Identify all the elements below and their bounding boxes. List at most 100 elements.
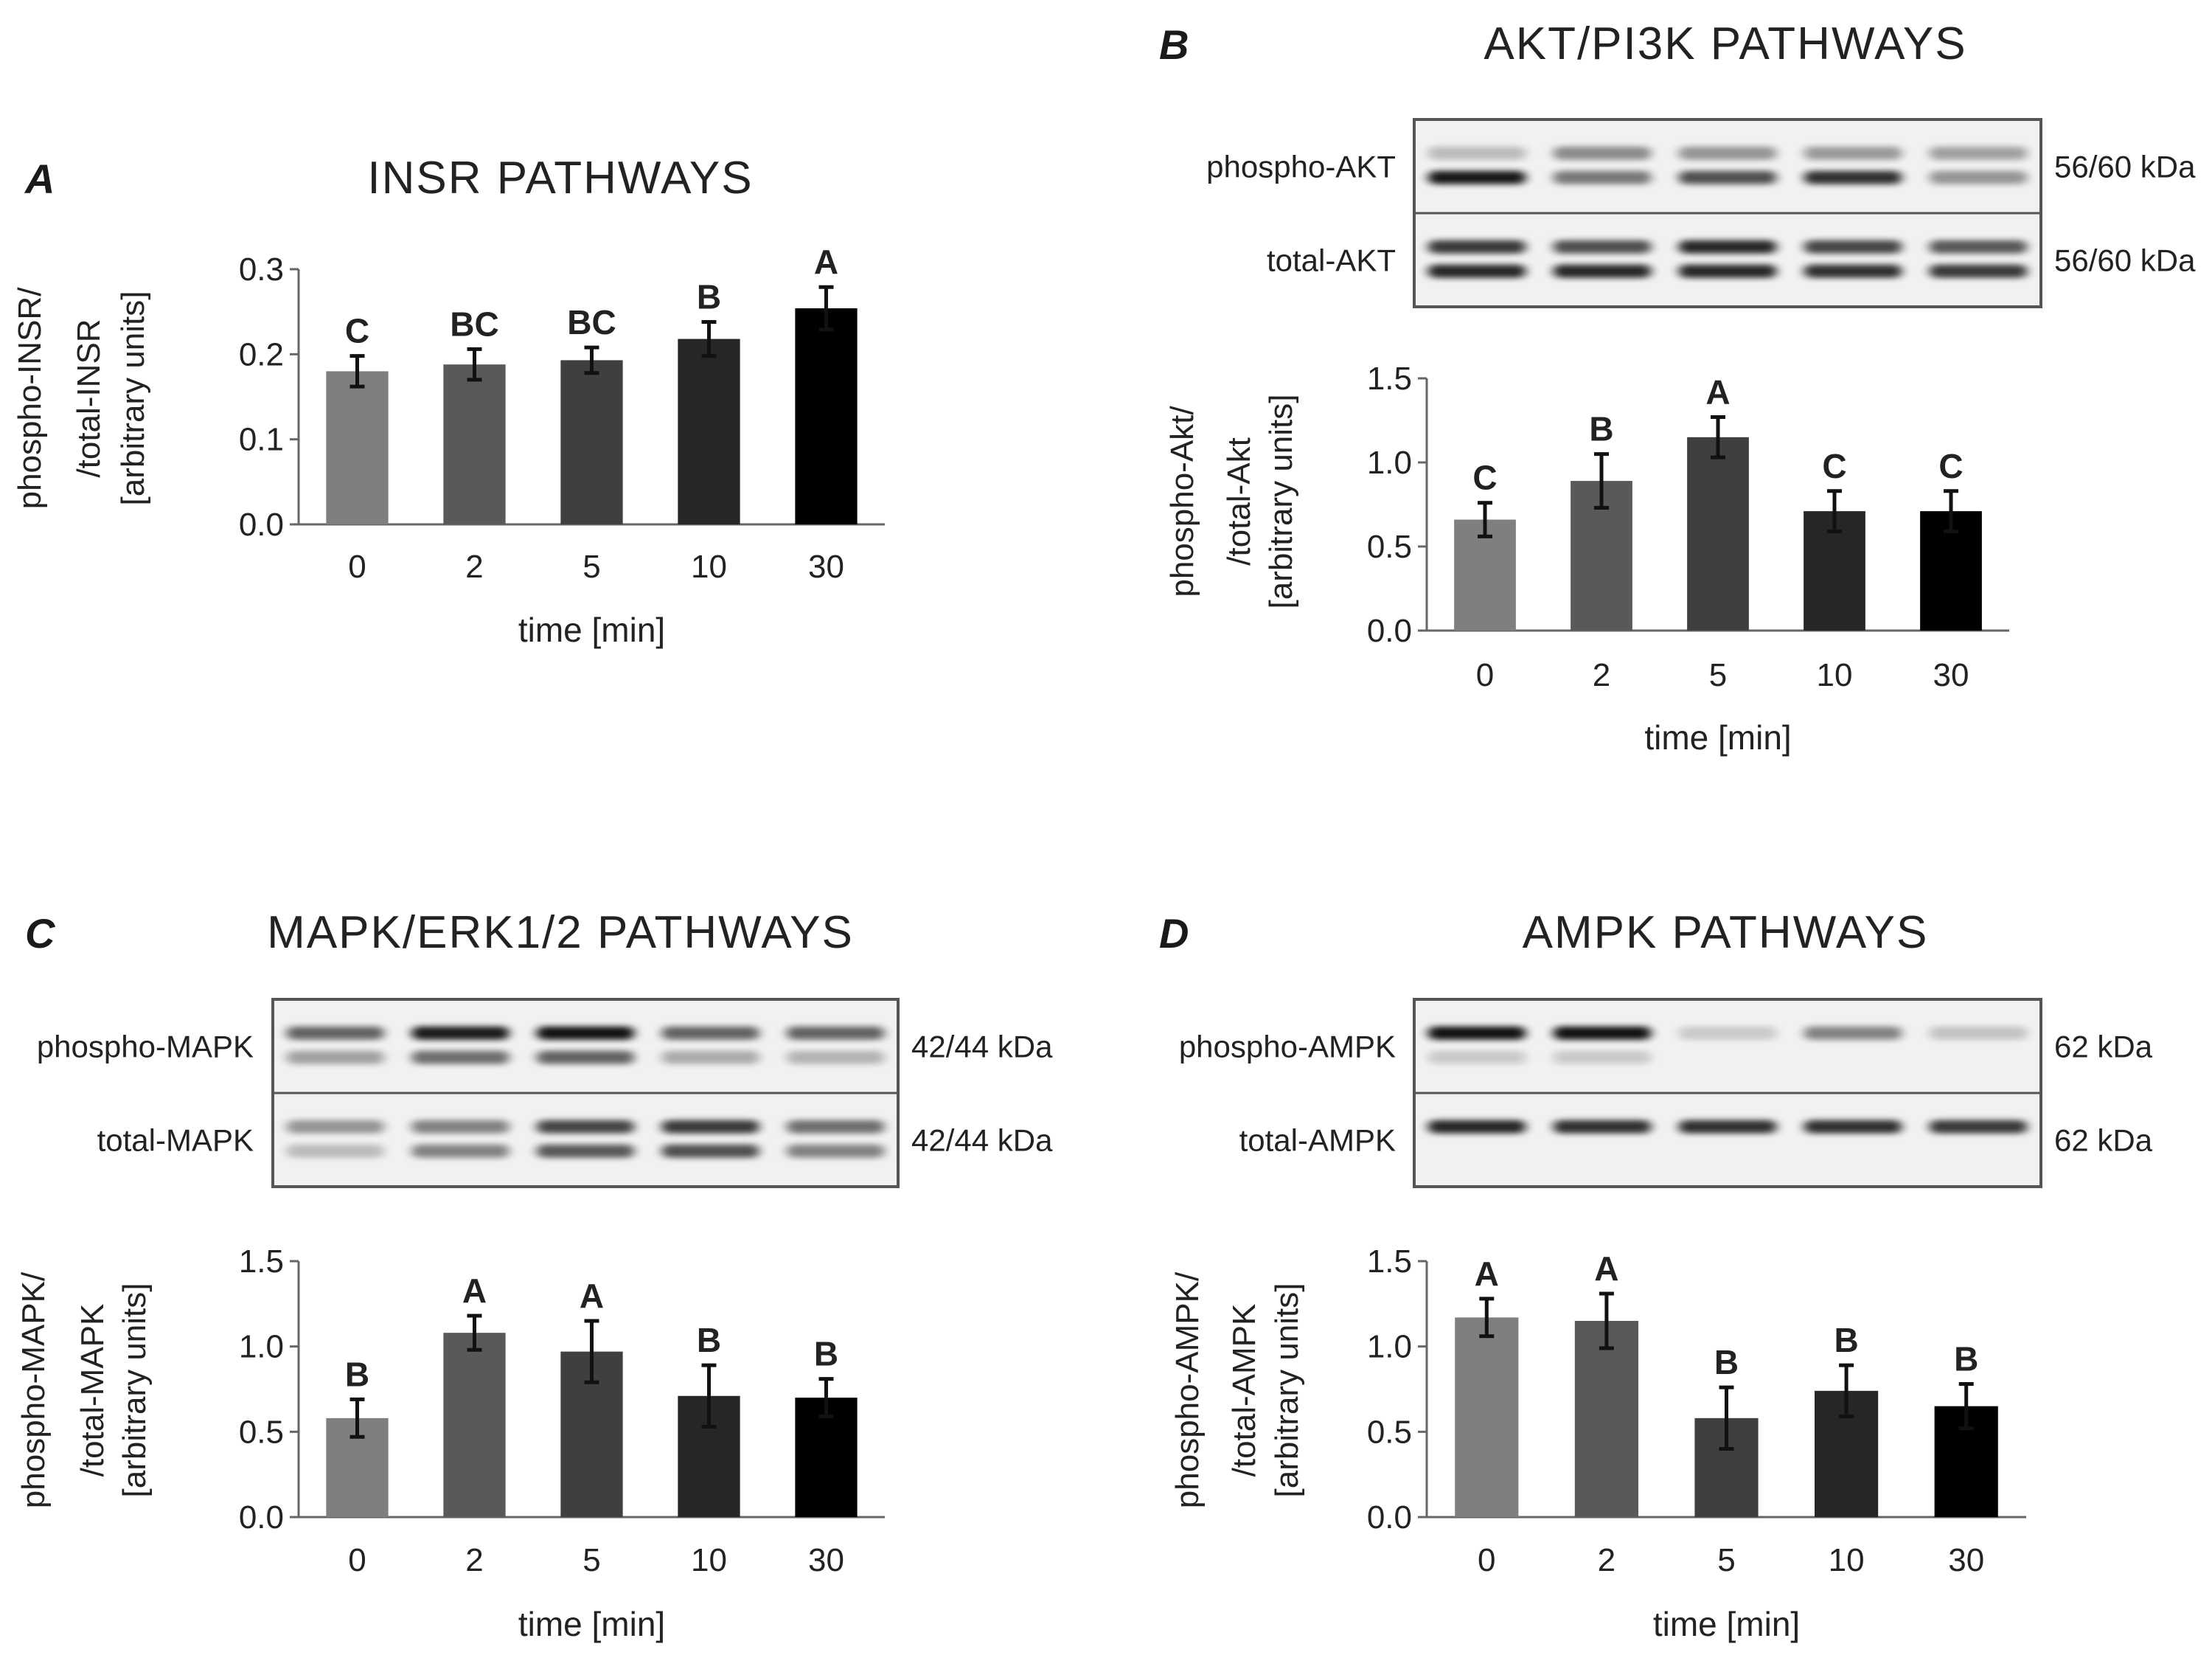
- blot-row-label: total-AMPK: [1239, 1123, 1396, 1158]
- panel-letter: C: [25, 910, 56, 957]
- blot-band: [536, 1026, 635, 1040]
- x-tick-label: 2: [1598, 1542, 1615, 1578]
- blot-band: [286, 1050, 384, 1064]
- blot-band: [1804, 1026, 1902, 1040]
- bar: [326, 371, 389, 524]
- significance-label: A: [1475, 1255, 1499, 1293]
- significance-label: A: [1594, 1249, 1618, 1288]
- blot-kda-label: 56/60 kDa: [2054, 243, 2196, 278]
- blot-frame: [271, 998, 900, 1188]
- y-tick-label: 0.1: [239, 422, 284, 458]
- panel-letter: A: [24, 156, 55, 202]
- bar: [795, 308, 858, 524]
- panel-letter: D: [1159, 910, 1189, 957]
- y-axis-label: phospho-Akt/: [1164, 406, 1200, 597]
- blot-band: [661, 1144, 759, 1158]
- blot-band: [787, 1050, 885, 1064]
- significance-label: B: [697, 1321, 721, 1359]
- blot-band: [1929, 264, 2028, 278]
- x-tick-label: 0: [1476, 657, 1494, 693]
- significance-label: C: [1472, 459, 1497, 497]
- x-tick-label: 2: [1593, 657, 1610, 693]
- x-tick-label: 0: [348, 549, 366, 585]
- blot-band: [1427, 264, 1526, 278]
- significance-label: A: [580, 1277, 604, 1315]
- blot-row: [1427, 146, 2028, 184]
- y-tick-label: 1.5: [1367, 361, 1412, 397]
- x-tick-label: 5: [582, 549, 600, 585]
- bar-chart: 0.0 0.1 0.2 0.3 C 0 BC 2 BC 5 B 10 A 30 time [min] phos…: [12, 243, 885, 649]
- bar-chart: 0.0 0.5 1.0 1.5 B 0 A 2 A 5 B 10 B 30 time [min] phosph…: [15, 1243, 885, 1643]
- blot-band: [1804, 240, 1902, 254]
- blot-band: [286, 1026, 384, 1040]
- western-blot: phospho-MAPK 42/44 kDa total-MAPK 42/44 kDa: [37, 998, 1053, 1188]
- blot-band: [1678, 264, 1777, 278]
- blot-band: [536, 1050, 635, 1064]
- panel-d: D AMPK PATHWAYS phospho-AMPK 62 kDa total-AM…: [1159, 907, 2153, 1643]
- y-tick-label: 0.0: [239, 507, 284, 543]
- y-tick-label: 0.0: [1367, 613, 1412, 649]
- y-tick-label: 0.0: [1367, 1499, 1412, 1536]
- significance-label: B: [1834, 1321, 1858, 1359]
- blot-band: [1553, 170, 1652, 184]
- blot-row: [1427, 1026, 2028, 1064]
- x-tick-label: 5: [1709, 657, 1727, 693]
- blot-band: [1553, 1026, 1652, 1040]
- bar: [560, 360, 623, 524]
- blot-band: [787, 1144, 885, 1158]
- blot-band: [1929, 170, 2028, 184]
- blot-band: [536, 1120, 635, 1134]
- blot-band: [1929, 1026, 2028, 1040]
- bar: [1574, 1320, 1638, 1517]
- blot-band: [1804, 146, 1902, 160]
- blot-row-label: phospho-AKT: [1206, 150, 1396, 184]
- y-tick-label: 1.0: [1367, 1329, 1412, 1365]
- x-tick-label: 30: [808, 1542, 844, 1578]
- x-tick-label: 10: [1829, 1542, 1865, 1578]
- western-blot: phospho-AKT 56/60 kDa total-AKT 56/60 kDa: [1206, 118, 2196, 308]
- x-tick-label: 10: [691, 1542, 727, 1578]
- blot-band: [1678, 170, 1777, 184]
- blot-band: [1553, 240, 1652, 254]
- blot-band: [286, 1144, 384, 1158]
- y-tick-label: 0.2: [239, 336, 284, 372]
- significance-label: A: [814, 243, 838, 281]
- x-tick-label: 0: [1478, 1542, 1495, 1578]
- blot-band: [787, 1120, 885, 1134]
- blot-row: [1427, 1120, 2028, 1134]
- blot-row: [286, 1026, 885, 1064]
- y-axis-label: /total-INSR: [71, 319, 107, 477]
- y-axis-label: [arbitrary units]: [115, 291, 151, 506]
- blot-row: [286, 1120, 885, 1158]
- y-tick-label: 0.5: [239, 1414, 284, 1450]
- x-axis-label: time [min]: [1644, 718, 1791, 757]
- x-axis-label: time [min]: [518, 1605, 665, 1643]
- y-axis-label: [arbitrary units]: [1263, 395, 1299, 609]
- y-tick-label: 1.0: [239, 1329, 284, 1365]
- panel-title: MAPK/ERK1/2 PATHWAYS: [267, 907, 854, 958]
- blot-band: [787, 1026, 885, 1040]
- y-axis-label: phospho-INSR/: [12, 287, 48, 510]
- y-axis-label: /total-MAPK: [74, 1304, 111, 1477]
- bar: [443, 1333, 506, 1517]
- blot-kda-label: 42/44 kDa: [911, 1123, 1053, 1158]
- blot-band: [1427, 170, 1526, 184]
- blot-band: [411, 1050, 509, 1064]
- x-tick-label: 0: [348, 1542, 366, 1578]
- x-tick-label: 5: [582, 1542, 600, 1578]
- panel-title: INSR PATHWAYS: [367, 153, 753, 204]
- x-tick-label: 2: [465, 549, 483, 585]
- blot-band: [1804, 1120, 1902, 1134]
- blot-band: [1427, 1120, 1526, 1134]
- y-tick-label: 0.5: [1367, 529, 1412, 565]
- blot-band: [1678, 1120, 1777, 1134]
- blot-row-label: phospho-AMPK: [1179, 1030, 1396, 1064]
- panel-title: AMPK PATHWAYS: [1523, 907, 1929, 958]
- bar: [443, 364, 506, 524]
- blot-band: [1804, 170, 1902, 184]
- significance-label: B: [814, 1335, 838, 1373]
- blot-row-label: phospho-MAPK: [37, 1030, 254, 1064]
- significance-label: B: [1589, 410, 1613, 448]
- significance-label: C: [345, 312, 369, 350]
- panel-c: C MAPK/ERK1/2 PATHWAYS phospho-MAPK 42/44 k…: [15, 907, 1053, 1643]
